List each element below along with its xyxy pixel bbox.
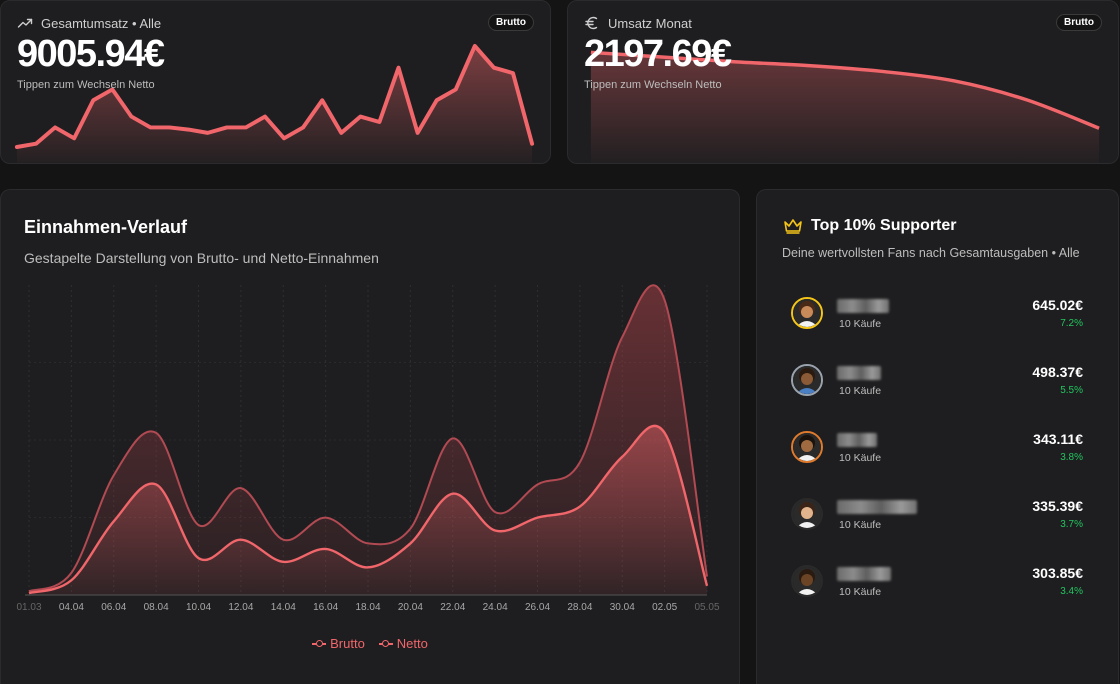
legend-item-brutto[interactable]: Brutto <box>312 636 365 651</box>
purchase-count: 10 Käufe <box>839 519 882 531</box>
purchase-count: 10 Käufe <box>839 452 882 464</box>
total-revenue-sparkline <box>14 43 535 163</box>
supporters-subtitle: Deine wertvollsten Fans nach Gesamtausga… <box>782 246 1080 260</box>
x-tick-label: 06.04 <box>101 602 126 613</box>
x-tick-label: 26.04 <box>525 602 550 613</box>
line-marker-icon <box>378 639 393 648</box>
supporter-amount: 343.11€ <box>1033 431 1083 447</box>
x-tick-label: 01.03 <box>16 602 41 613</box>
x-tick-label: 24.04 <box>483 602 508 613</box>
avatar-face-icon <box>793 433 821 461</box>
supporter-share: 7.2% <box>1060 318 1083 329</box>
monthly-revenue-sparkline <box>590 50 1100 163</box>
series-area-netto <box>29 425 707 595</box>
income-history-card: 01.03 04.04 06.04 08.04 10.04 12.04 14.04 16.04… <box>0 189 740 684</box>
total-revenue-header: Gesamtumsatz • Alle <box>17 15 161 31</box>
x-tick-label: 10.04 <box>186 602 211 613</box>
x-tick-label: 14.04 <box>271 602 296 613</box>
crown-icon <box>784 219 802 234</box>
income-area-chart: 01.03 04.04 06.04 08.04 10.04 12.04 14.04 16.04… <box>16 284 720 613</box>
supporter-row[interactable]: 10 Käufe 645.02€ 7.2% <box>783 289 1093 349</box>
supporter-row[interactable]: 10 Käufe 498.37€ 5.5% <box>783 356 1093 416</box>
x-tick-label: 18.04 <box>355 602 380 613</box>
monthly-revenue-title: Umsatz Monat <box>608 15 692 31</box>
income-history-title: Einnahmen-Verlauf <box>24 217 188 237</box>
legend-item-netto[interactable]: Netto <box>378 636 428 651</box>
sparkline-area <box>16 45 533 163</box>
x-tick-label: 22.04 <box>440 602 465 613</box>
blurred-name <box>837 366 881 380</box>
monthly-revenue-value: 2197.69€ <box>584 33 732 75</box>
avatar-face-icon <box>793 299 821 327</box>
supporter-amount: 645.02€ <box>1032 297 1083 313</box>
monthly-revenue-card[interactable]: Umsatz Monat Brutto 2197.69€ Tippen zum … <box>567 0 1119 164</box>
x-tick-label: 12.04 <box>228 602 253 613</box>
line-marker-icon <box>312 639 327 648</box>
x-tick-label: 08.04 <box>144 602 169 613</box>
toggle-net-hint: Tippen zum Wechseln Netto <box>17 79 155 91</box>
total-revenue-card[interactable]: Gesamtumsatz • Alle Brutto 9005.94€ Tipp… <box>0 0 551 164</box>
x-tick-label: 20.04 <box>398 602 423 613</box>
sparkline-line <box>590 50 1100 130</box>
supporter-share: 5.5% <box>1060 385 1083 396</box>
euro-icon <box>585 16 598 30</box>
chart-legend: Brutto Netto <box>1 636 739 651</box>
legend-label: Netto <box>396 636 428 651</box>
purchase-count: 10 Käufe <box>839 318 882 330</box>
series-line-netto <box>28 424 709 595</box>
blurred-name <box>837 500 917 514</box>
supporter-amount: 335.39€ <box>1032 498 1083 514</box>
supporter-amount: 498.37€ <box>1032 364 1083 380</box>
avatar <box>791 364 823 396</box>
supporter-row[interactable]: 10 Käufe 303.85€ 3.4% <box>783 557 1093 617</box>
avatar <box>791 431 823 463</box>
purchase-count: 10 Käufe <box>839 586 882 598</box>
avatar-face-icon <box>793 500 821 528</box>
sparkline-area <box>590 52 1100 163</box>
x-tick-label: 16.04 <box>313 602 338 613</box>
supporter-row[interactable]: 10 Käufe 343.11€ 3.8% <box>783 423 1093 483</box>
toggle-net-hint: Tippen zum Wechseln Netto <box>584 79 722 91</box>
supporter-amount: 303.85€ <box>1032 565 1083 581</box>
total-revenue-title: Gesamtumsatz • Alle <box>41 15 162 31</box>
supporter-row[interactable]: 10 Käufe 335.39€ 3.7% <box>783 490 1093 550</box>
gross-badge[interactable]: Brutto <box>488 14 534 31</box>
avatar-face-icon <box>793 567 821 595</box>
x-tick-label: 30.04 <box>610 602 635 613</box>
supporters-title: Top 10% Supporter <box>811 217 957 234</box>
x-tick-label: 28.04 <box>567 602 592 613</box>
blurred-name <box>837 433 877 447</box>
series-line-brutto <box>28 284 708 593</box>
avatar <box>791 498 823 530</box>
top-supporters-card: Top 10% Supporter Deine wertvollsten Fan… <box>756 189 1119 684</box>
monthly-revenue-header: Umsatz Monat <box>584 15 692 31</box>
total-revenue-value: 9005.94€ <box>17 33 165 75</box>
avatar <box>791 297 823 329</box>
supporters-header: Top 10% Supporter <box>783 217 957 235</box>
x-tick-label: 04.04 <box>59 602 84 613</box>
blurred-name <box>837 567 891 581</box>
trending-up-icon <box>17 18 33 28</box>
blurred-name <box>837 299 889 313</box>
gross-badge[interactable]: Brutto <box>1056 14 1102 31</box>
x-tick-label: 02.05 <box>652 602 677 613</box>
supporter-share: 3.7% <box>1060 519 1083 530</box>
supporter-share: 3.8% <box>1060 452 1083 463</box>
income-history-subtitle: Gestapelte Darstellung von Brutto- und N… <box>24 250 379 266</box>
sparkline-line <box>14 43 535 149</box>
supporter-share: 3.4% <box>1060 586 1083 597</box>
legend-label: Brutto <box>330 636 365 651</box>
avatar <box>791 565 823 597</box>
x-tick-label: 05.05 <box>694 602 719 613</box>
avatar-face-icon <box>793 366 821 394</box>
purchase-count: 10 Käufe <box>839 385 882 397</box>
